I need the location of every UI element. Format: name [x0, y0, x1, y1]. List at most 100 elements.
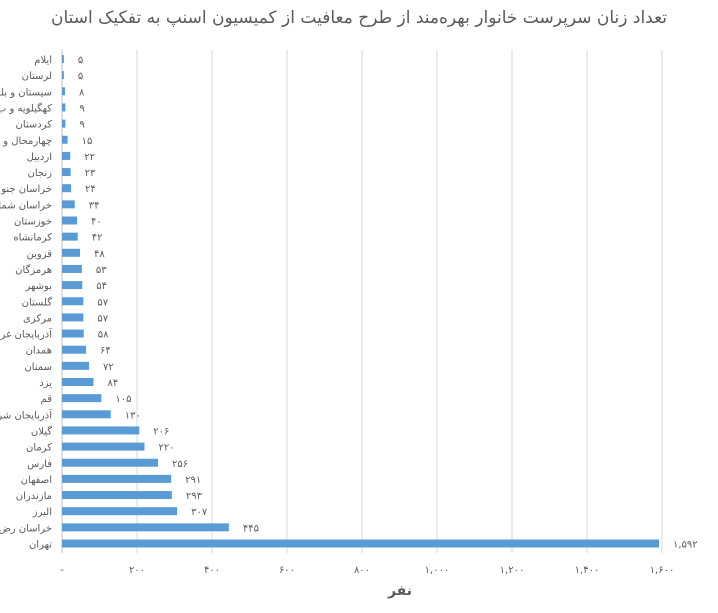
- x-tick-label: ۶۰۰: [279, 565, 295, 576]
- category-label: خراسان جنو: [0, 184, 52, 195]
- data-label: ۲۲: [84, 152, 95, 163]
- bar: [62, 184, 71, 193]
- bar: [62, 281, 83, 290]
- data-label: ۹: [79, 103, 84, 114]
- data-label: ۱,۵۹۲: [673, 540, 698, 551]
- category-label: فارس: [27, 459, 52, 470]
- bar: [62, 539, 659, 548]
- data-label: ۱۵: [82, 136, 93, 147]
- data-label: ۴۲: [92, 233, 103, 244]
- bar: [62, 426, 140, 435]
- x-tick-label: ۱,۰۰۰: [425, 565, 450, 576]
- data-label: ۲۹۱: [185, 475, 201, 486]
- data-label: ۵۸: [98, 330, 109, 341]
- bar: [62, 442, 145, 451]
- bar: [62, 523, 229, 532]
- bar: [62, 474, 172, 483]
- category-label: اصفهان: [21, 475, 52, 486]
- category-label: کرمانشاه: [13, 233, 52, 244]
- data-label: ۵۷: [97, 313, 108, 324]
- data-label: ۱۳۰: [125, 410, 141, 421]
- data-label: ۳۰۷: [191, 507, 208, 518]
- x-tick-label: ۸۰۰: [354, 565, 370, 576]
- category-label: بوشهر: [25, 281, 52, 292]
- data-label: ۳۴: [89, 200, 100, 211]
- bar: [62, 491, 172, 500]
- chart-title: تعداد زنان سرپرست خانوار بهره‌مند از طرح…: [50, 8, 668, 28]
- bar: [62, 361, 89, 370]
- bar: [62, 216, 77, 225]
- bar: [62, 232, 78, 241]
- data-label: ۴۰: [91, 217, 102, 228]
- data-label: ۲۳: [85, 168, 96, 179]
- category-label: لرستان: [22, 71, 52, 82]
- data-label: ۵۷: [97, 297, 108, 308]
- bar: [62, 168, 71, 177]
- data-label: ۲۴: [85, 184, 96, 195]
- bar: [62, 378, 94, 386]
- bar: [62, 103, 66, 112]
- category-label: قزوین: [26, 249, 52, 260]
- category-label: خراسان شما: [0, 200, 52, 211]
- category-label: یزد: [39, 378, 52, 389]
- bar: [62, 458, 158, 467]
- category-label: هرمزگان: [15, 264, 52, 276]
- data-label: ۸: [79, 87, 85, 98]
- category-label: خراسان رض: [0, 523, 52, 534]
- x-tick-label: -: [60, 565, 64, 576]
- x-tick-label: ۲۰۰: [129, 565, 145, 576]
- data-label: ۱۰۵: [115, 394, 131, 405]
- category-label: سیستان و بلو: [0, 87, 52, 98]
- category-label: ایلام: [34, 55, 52, 66]
- bar: [62, 264, 82, 273]
- bar: [62, 297, 84, 306]
- category-label: قم: [41, 394, 53, 405]
- data-label: ۸۴: [108, 378, 119, 389]
- category-label: گیلان: [31, 425, 52, 437]
- bar: [62, 135, 68, 144]
- x-tick-label: ۱,۶۰۰: [650, 565, 675, 576]
- data-label: ۲۵۶: [172, 459, 188, 470]
- category-label: اردبیل: [27, 152, 52, 163]
- category-label: کهگیلویه و ب: [0, 102, 52, 114]
- data-label: ۵۴: [96, 281, 107, 292]
- bar: [62, 410, 111, 419]
- bar: [62, 345, 86, 354]
- data-label: ۷۲: [103, 362, 114, 373]
- category-label: البرز: [32, 507, 52, 518]
- category-label: تهران: [29, 540, 52, 551]
- data-label: ۴۴۵: [243, 523, 259, 534]
- category-label: زنجان: [28, 168, 53, 179]
- bar: [62, 394, 102, 403]
- bar: [62, 71, 64, 80]
- category-label: همدان: [26, 346, 52, 357]
- bar: [62, 313, 84, 322]
- category-label: مرکزی: [23, 313, 52, 324]
- bar: [62, 200, 75, 209]
- data-label: ۵۳: [96, 265, 107, 276]
- bar: [62, 151, 71, 160]
- bar: [62, 119, 66, 128]
- category-label: کردستان: [15, 120, 52, 131]
- bar: [62, 329, 84, 338]
- data-label: ۵: [78, 71, 83, 82]
- category-label: گلستان: [22, 296, 53, 308]
- category-label: چهارمحال و: [2, 136, 52, 147]
- category-label: آذربایجان غر: [0, 328, 53, 341]
- bar: [62, 507, 178, 516]
- category-label: کرمان: [26, 443, 52, 454]
- bars: [62, 55, 659, 548]
- x-tick-label: ۱,۴۰۰: [575, 565, 600, 576]
- data-label: ۴۸: [94, 249, 105, 260]
- x-tick-label: ۱,۲۰۰: [500, 565, 525, 576]
- data-label: ۲۰۶: [153, 426, 169, 437]
- x-axis-title: نفر: [387, 583, 413, 599]
- bar: [62, 87, 65, 96]
- data-label: ۶۴: [100, 346, 111, 357]
- x-tick-label: ۴۰۰: [204, 565, 220, 576]
- bar: [62, 248, 80, 257]
- data-label: ۹: [79, 120, 84, 131]
- category-label: آذربایجان شر: [0, 408, 53, 421]
- bar: [62, 55, 64, 63]
- category-label: خوزستان: [14, 217, 52, 228]
